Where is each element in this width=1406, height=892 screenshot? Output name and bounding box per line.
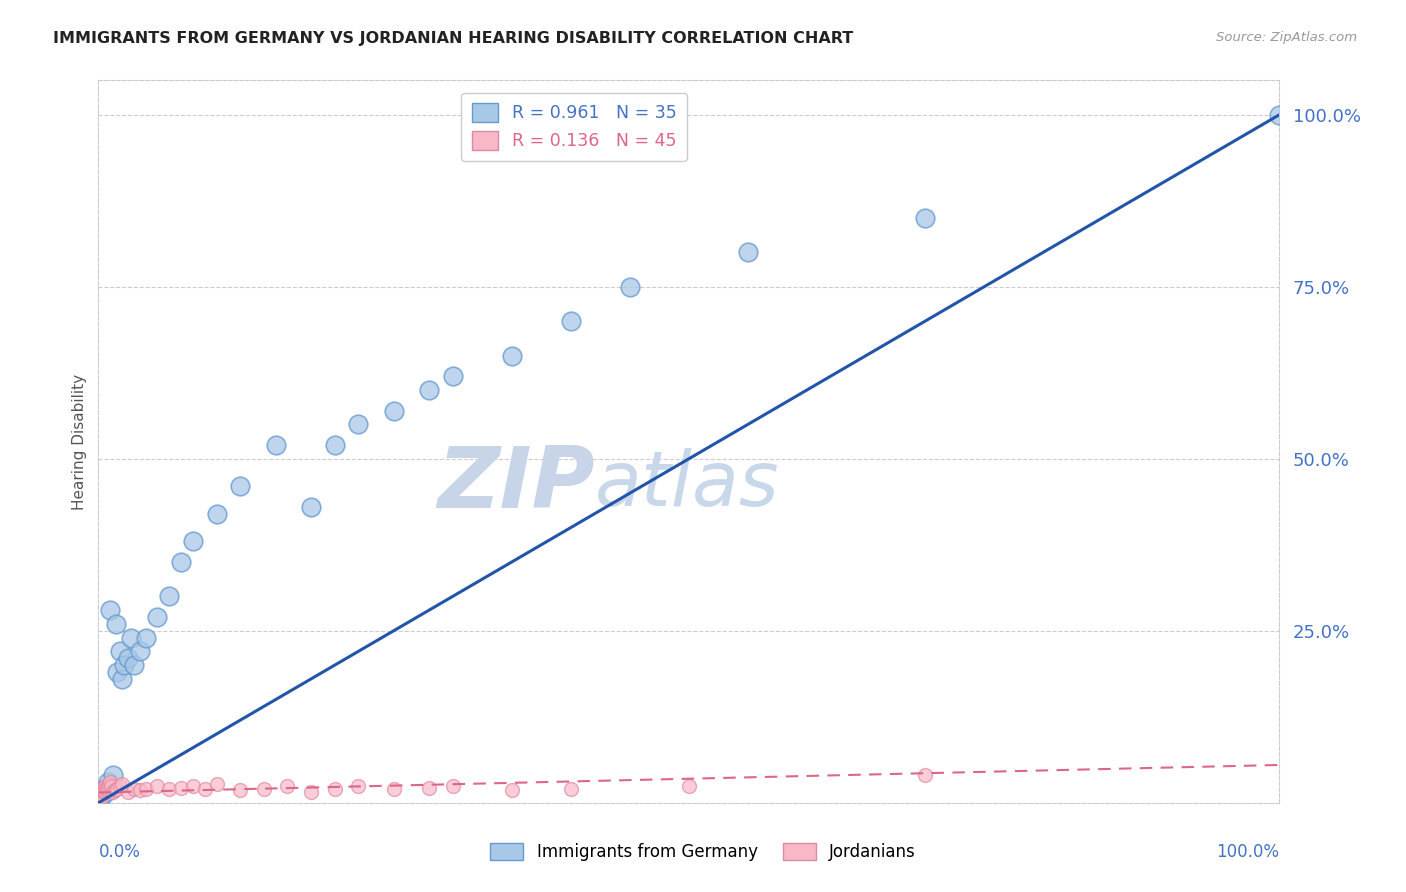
- Point: [101, 785, 124, 799]
- Point: [157, 590, 180, 604]
- Point: [914, 768, 936, 782]
- Point: [90, 790, 112, 805]
- Point: [146, 610, 169, 624]
- Point: [229, 479, 252, 493]
- Point: [91, 783, 114, 797]
- Point: [91, 789, 114, 803]
- Point: [560, 314, 582, 328]
- Point: [89, 788, 111, 802]
- Point: [117, 785, 139, 799]
- Point: [117, 651, 139, 665]
- Point: [87, 790, 110, 805]
- Point: [100, 779, 122, 793]
- Point: [418, 383, 440, 397]
- Point: [229, 783, 252, 797]
- Point: [347, 779, 370, 793]
- Point: [382, 782, 405, 797]
- Point: [170, 780, 193, 795]
- Point: [170, 555, 193, 569]
- Point: [97, 779, 120, 793]
- Point: [299, 785, 322, 799]
- Point: [98, 775, 121, 789]
- Point: [101, 768, 124, 782]
- Point: [105, 616, 128, 631]
- Point: [135, 631, 157, 645]
- Point: [181, 534, 204, 549]
- Point: [122, 658, 145, 673]
- Point: [382, 403, 405, 417]
- Point: [105, 665, 128, 679]
- Point: [96, 780, 118, 795]
- Point: [323, 438, 346, 452]
- Point: [93, 783, 115, 797]
- Point: [89, 789, 111, 803]
- Point: [501, 783, 523, 797]
- Point: [128, 644, 150, 658]
- Text: ZIP: ZIP: [437, 443, 595, 526]
- Point: [94, 779, 117, 793]
- Point: [737, 245, 759, 260]
- Point: [128, 783, 150, 797]
- Point: [108, 779, 131, 793]
- Point: [264, 438, 287, 452]
- Point: [111, 776, 134, 790]
- Point: [111, 672, 134, 686]
- Point: [94, 782, 117, 797]
- Point: [157, 782, 180, 797]
- Text: atlas: atlas: [595, 448, 779, 522]
- Point: [299, 500, 322, 514]
- Y-axis label: Hearing Disability: Hearing Disability: [72, 374, 87, 509]
- Point: [194, 782, 217, 797]
- Point: [181, 779, 204, 793]
- Point: [146, 779, 169, 793]
- Text: Source: ZipAtlas.com: Source: ZipAtlas.com: [1216, 31, 1357, 45]
- Point: [441, 779, 464, 793]
- Point: [112, 658, 135, 673]
- Point: [93, 785, 115, 799]
- Point: [323, 782, 346, 797]
- Point: [98, 603, 121, 617]
- Point: [91, 780, 114, 795]
- Legend: Immigrants from Germany, Jordanians: Immigrants from Germany, Jordanians: [484, 836, 922, 868]
- Point: [205, 776, 228, 790]
- Point: [135, 782, 157, 797]
- Point: [108, 644, 131, 658]
- Point: [122, 782, 145, 797]
- Point: [91, 782, 114, 797]
- Point: [678, 779, 700, 793]
- Point: [97, 775, 120, 789]
- Point: [276, 779, 298, 793]
- Text: 0.0%: 0.0%: [98, 843, 141, 861]
- Text: 100.0%: 100.0%: [1216, 843, 1279, 861]
- Point: [560, 782, 582, 797]
- Point: [619, 279, 641, 293]
- Point: [105, 782, 128, 797]
- Point: [93, 782, 115, 797]
- Point: [90, 785, 112, 799]
- Legend: R = 0.961   N = 35, R = 0.136   N = 45: R = 0.961 N = 35, R = 0.136 N = 45: [461, 93, 688, 161]
- Point: [914, 211, 936, 225]
- Point: [121, 631, 143, 645]
- Point: [501, 349, 523, 363]
- Point: [98, 776, 121, 790]
- Point: [1268, 108, 1291, 122]
- Point: [418, 780, 440, 795]
- Point: [94, 785, 117, 799]
- Point: [205, 507, 228, 521]
- Point: [441, 369, 464, 384]
- Text: IMMIGRANTS FROM GERMANY VS JORDANIAN HEARING DISABILITY CORRELATION CHART: IMMIGRANTS FROM GERMANY VS JORDANIAN HEA…: [53, 31, 853, 46]
- Point: [253, 782, 276, 797]
- Point: [104, 783, 127, 797]
- Point: [347, 417, 370, 432]
